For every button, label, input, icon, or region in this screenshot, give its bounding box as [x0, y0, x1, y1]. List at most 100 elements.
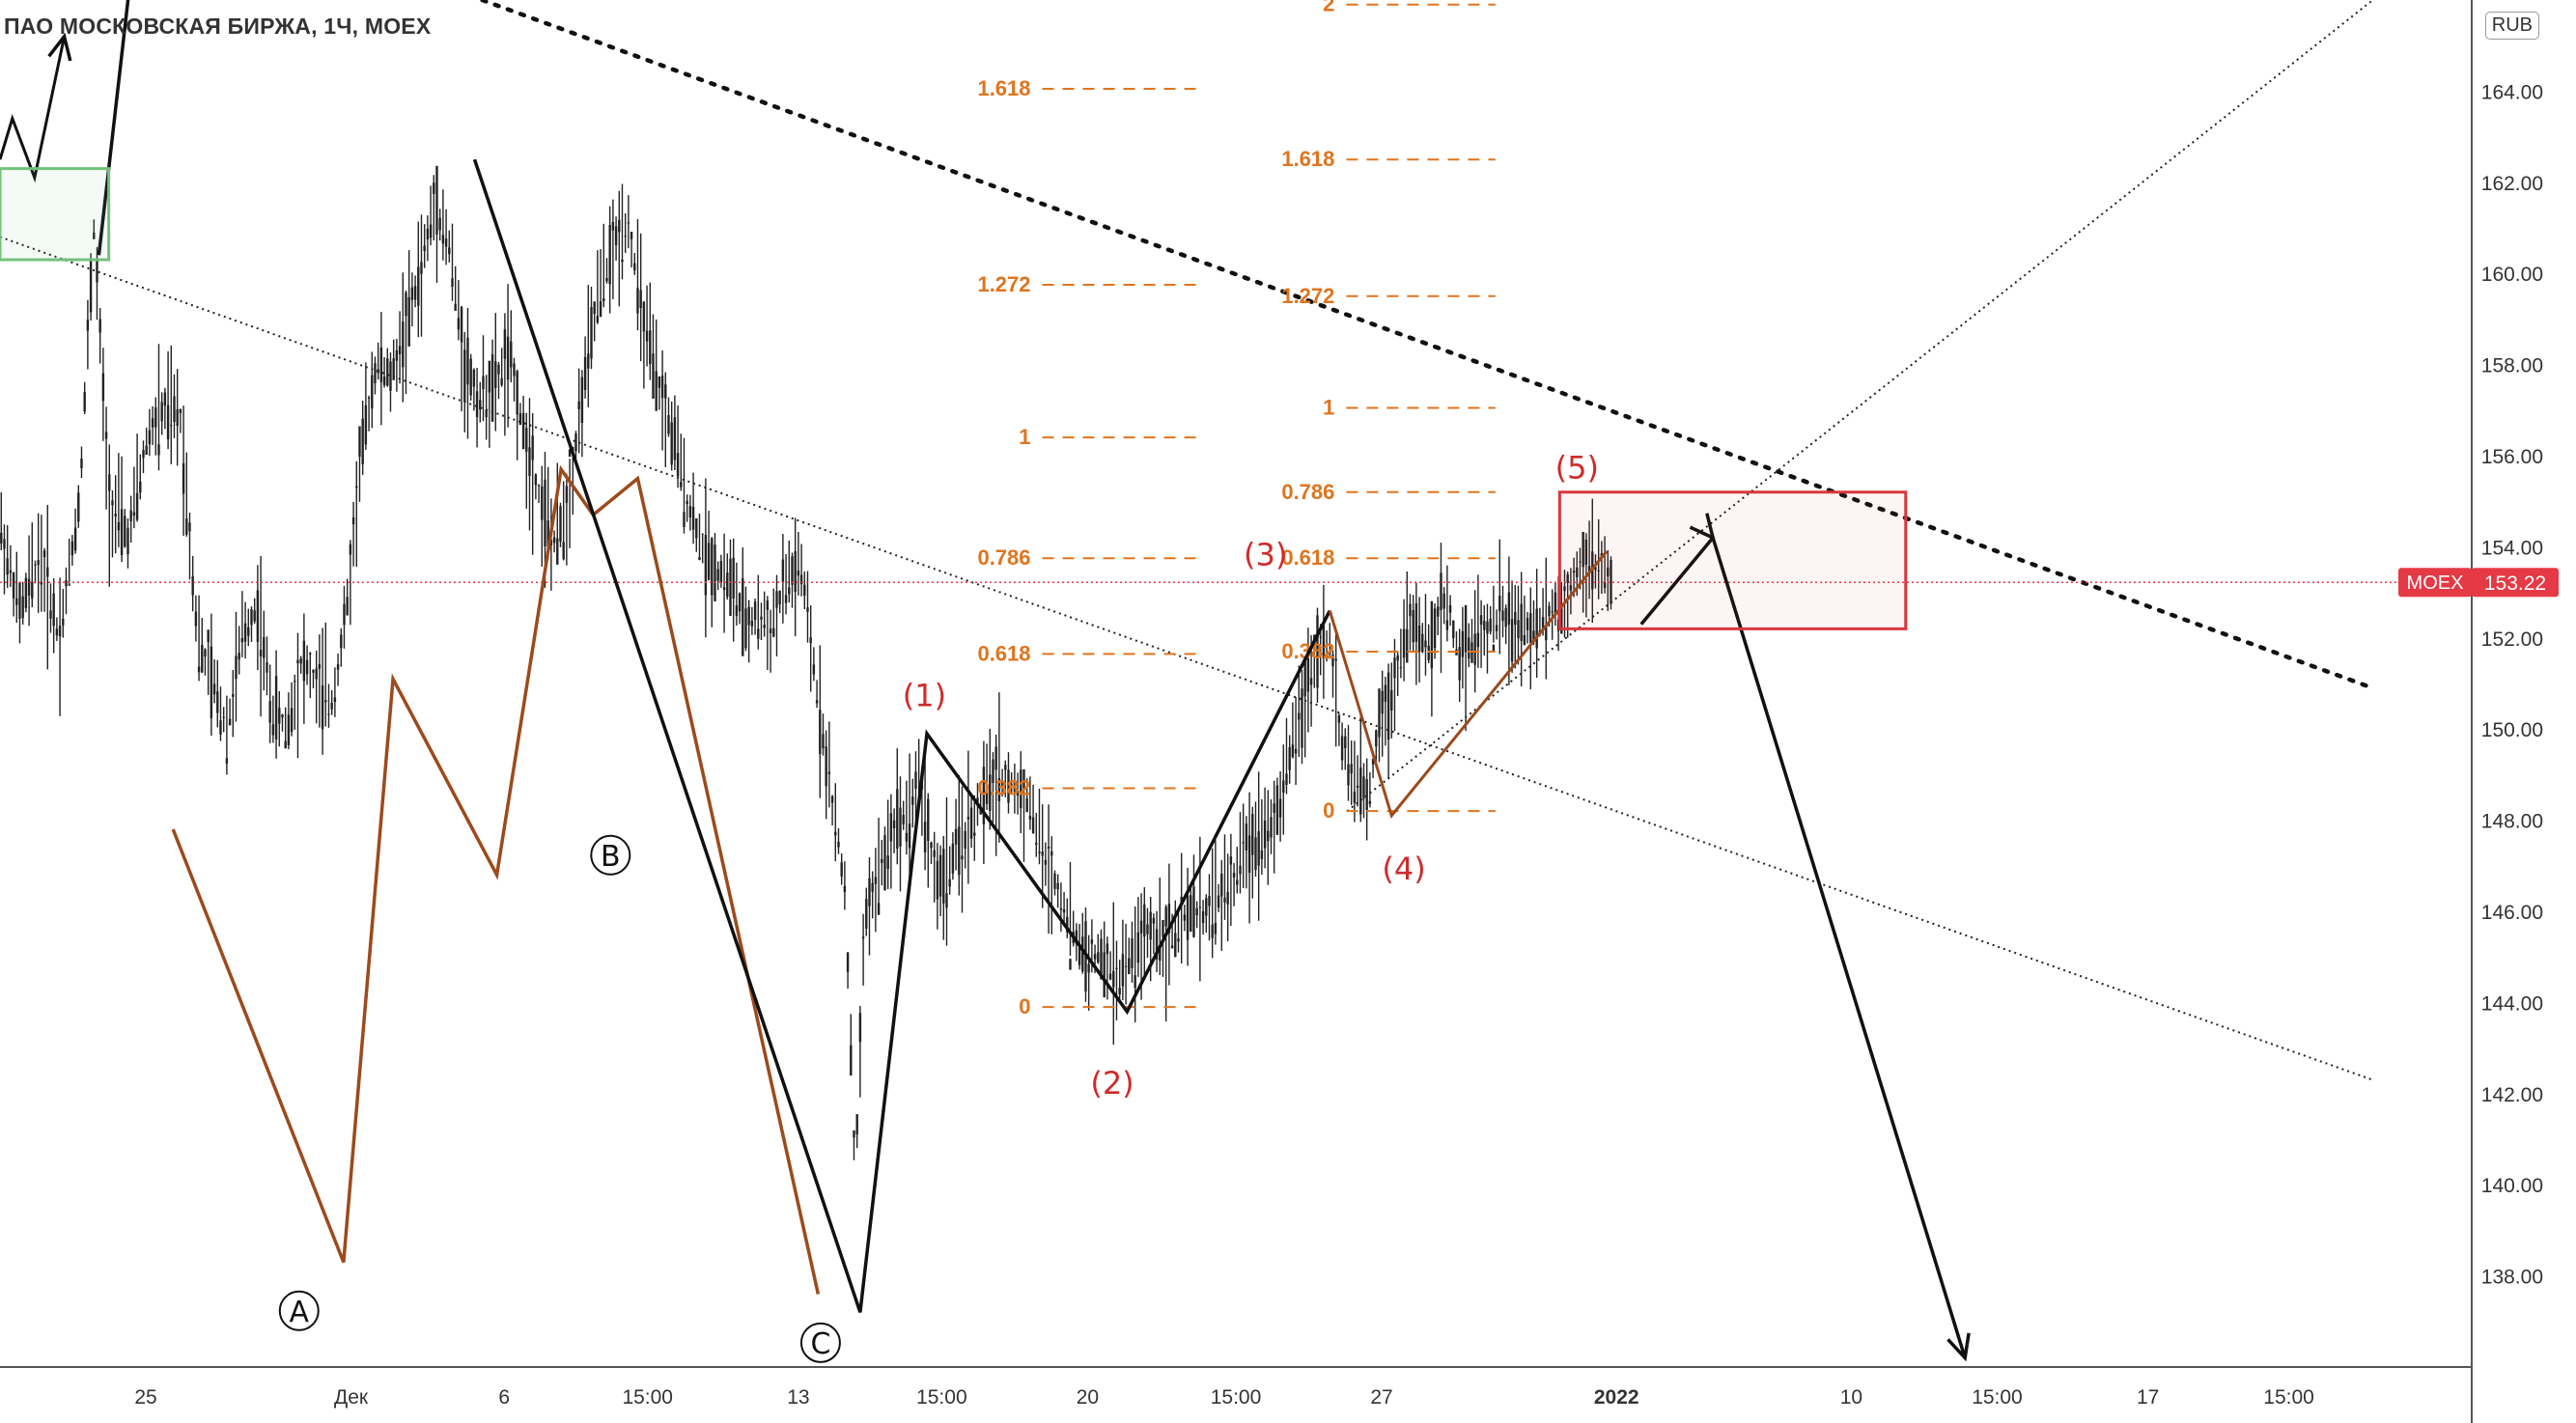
candle-body: [691, 506, 695, 530]
currency-badge[interactable]: RUB: [2484, 12, 2539, 40]
candle-body: [914, 771, 917, 790]
candle-body: [546, 520, 549, 552]
price-marker-value: 153.22: [2484, 572, 2546, 595]
candle-body: [182, 462, 185, 494]
candle-body: [407, 296, 410, 347]
candle-body: [596, 316, 600, 322]
candle-body: [630, 232, 633, 239]
price-tick-label: 164.00: [2481, 81, 2543, 103]
candle-body: [238, 653, 240, 660]
candle-body: [463, 349, 466, 403]
candle-body: [735, 605, 739, 617]
candle-body: [1554, 592, 1557, 616]
candle-body: [877, 903, 881, 915]
wave-circle: [799, 1322, 841, 1363]
candle-body: [173, 396, 176, 422]
candle-body: [958, 826, 961, 876]
candle-body: [160, 402, 163, 422]
left-up-wave: [97, 0, 130, 256]
candle-body: [688, 506, 692, 518]
candle-body: [531, 435, 534, 460]
wave-circle: [590, 834, 631, 876]
candle-body: [1152, 917, 1156, 924]
candle-body: [645, 330, 649, 342]
candle-body: [837, 841, 840, 848]
candle-body: [652, 353, 655, 399]
candle-body: [1056, 882, 1059, 890]
candle-body: [1399, 667, 1403, 669]
candle-body: [194, 611, 198, 627]
candle-body: [719, 561, 723, 583]
target-boxes: [0, 167, 1908, 630]
left-zigzag: [0, 36, 67, 183]
candle-body: [1576, 567, 1579, 577]
candle-body: [513, 363, 516, 377]
candle-body: [250, 609, 253, 626]
candle-body: [204, 649, 207, 657]
candle-body: [1245, 823, 1248, 851]
candle-body: [37, 560, 40, 566]
candle-body: [714, 544, 716, 601]
candle-body: [1239, 865, 1242, 875]
candle-body: [1468, 637, 1470, 659]
time-tick-label: 25: [134, 1386, 156, 1409]
candle-body: [185, 518, 188, 535]
candle-body: [290, 708, 294, 733]
candle-body: [89, 260, 93, 313]
candle-body: [605, 277, 608, 282]
candle-body: [426, 228, 430, 239]
candle-body: [969, 807, 973, 839]
candle-body: [660, 376, 664, 399]
candle-body: [1347, 764, 1350, 786]
candle-body: [351, 517, 355, 525]
candle-body: [1007, 769, 1010, 803]
price-axis[interactable]: 138.00 140.00 142.00 144.00 146.00 148.00 150.…: [2481, 81, 2543, 1288]
candle-body: [170, 425, 173, 427]
candle-body: [1022, 768, 1025, 791]
candle-body: [1223, 897, 1226, 903]
candle-body: [333, 697, 337, 703]
candle-body: [1448, 604, 1452, 613]
candle-body: [1523, 634, 1526, 646]
fib-label: 0: [1019, 994, 1030, 1018]
candle-body: [132, 512, 136, 516]
candle-body: [402, 321, 405, 368]
candle-body: [840, 862, 843, 877]
candle-body: [853, 1130, 855, 1138]
symbol-title[interactable]: ПАО МОСКОВСКАЯ БИРЖА, 1Ч, MOEX: [4, 14, 432, 39]
wave-label: (4): [1382, 851, 1425, 887]
candle-body: [83, 392, 86, 412]
candle-body: [472, 369, 476, 387]
candle-body: [590, 306, 593, 359]
candle-body: [766, 600, 770, 610]
candle-body: [6, 558, 9, 575]
candle-body: [1291, 744, 1295, 758]
candle-body: [1294, 748, 1298, 754]
candle-body: [544, 479, 546, 547]
candle-body: [327, 713, 330, 715]
candle-body: [343, 603, 346, 626]
candle-body: [222, 716, 225, 718]
candle-body: [349, 544, 352, 555]
candle-body: [1437, 606, 1440, 617]
candle-body: [799, 574, 803, 585]
candle-body: [1464, 604, 1468, 653]
candle-body: [62, 618, 65, 626]
price-tick-label: 150.00: [2481, 719, 2543, 741]
candle-body: [500, 377, 503, 385]
candle-body: [1205, 898, 1208, 916]
candle-body: [729, 558, 732, 616]
candle-body: [846, 952, 850, 972]
candle-body: [1232, 873, 1236, 878]
candle-body: [240, 637, 244, 643]
candle-body: [1285, 773, 1288, 786]
candle-body: [1545, 625, 1548, 641]
candle-body: [627, 222, 630, 224]
candle-body: [806, 607, 809, 612]
time-axis[interactable]: 25 Дек 6 15:00 13 15:00 20 15:00 27 2022 10 15:00 17…: [134, 1386, 2313, 1409]
candle-body: [1108, 973, 1112, 980]
candle-body: [899, 807, 902, 847]
candle-body: [247, 627, 250, 636]
